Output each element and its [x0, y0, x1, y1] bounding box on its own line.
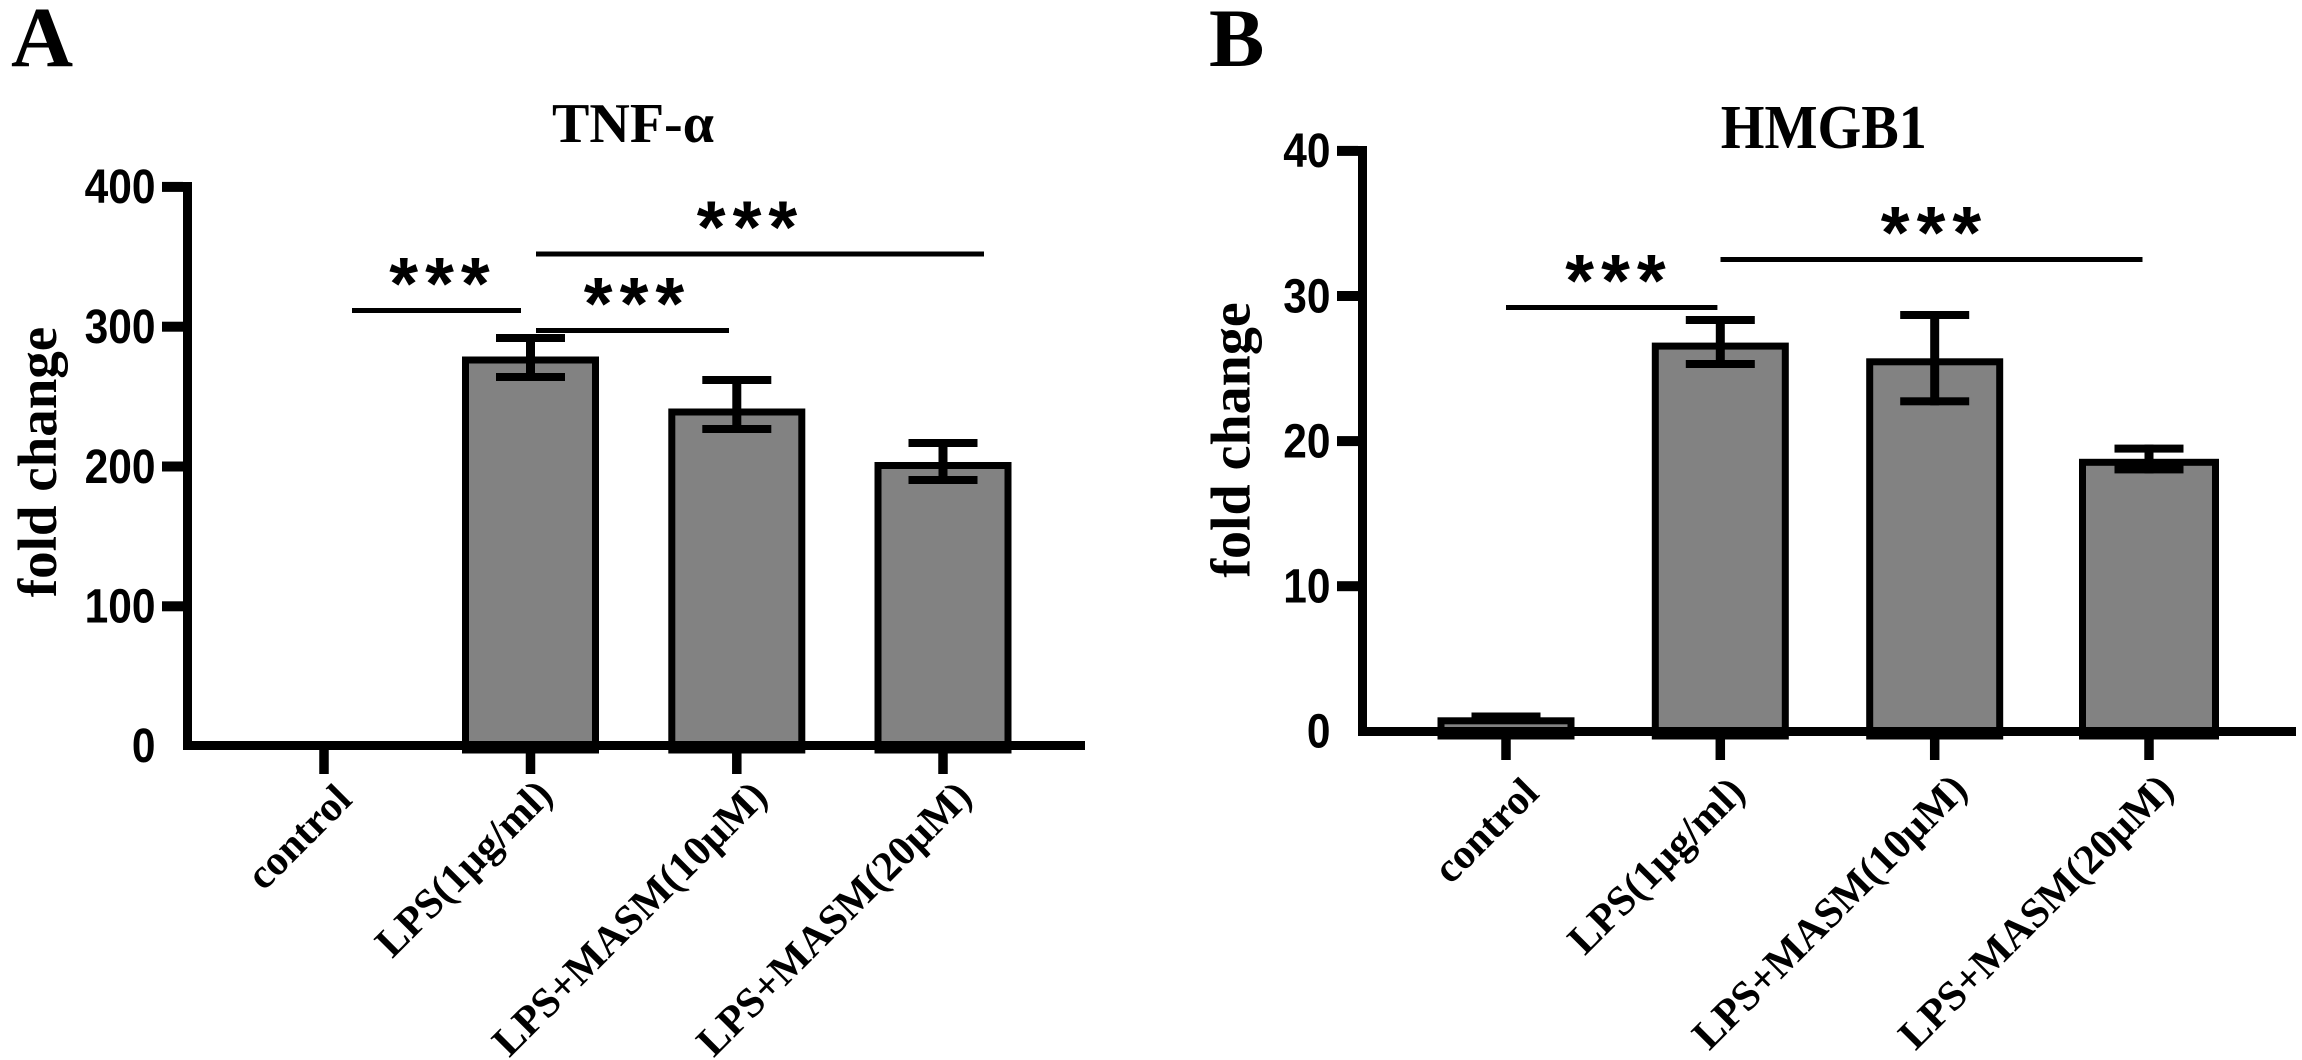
svg-text:30: 30 [1283, 270, 1330, 323]
svg-text:400: 400 [85, 161, 156, 214]
svg-text:100: 100 [85, 581, 156, 634]
svg-text:10: 10 [1283, 561, 1330, 614]
svg-text:20: 20 [1283, 415, 1330, 468]
svg-text:TNF-α: TNF-α [552, 93, 714, 155]
svg-text:0: 0 [1307, 706, 1331, 759]
svg-text:HMGB1: HMGB1 [1721, 94, 1927, 162]
svg-text:300: 300 [85, 301, 156, 354]
svg-text:fold change: fold change [7, 327, 68, 597]
svg-text:***: *** [697, 186, 804, 269]
svg-text:***: *** [389, 242, 496, 325]
svg-text:***: *** [1881, 191, 1988, 274]
svg-text:A: A [11, 0, 73, 86]
svg-text:0: 0 [132, 720, 156, 773]
svg-text:***: *** [1565, 239, 1672, 322]
svg-text:40: 40 [1283, 125, 1330, 178]
svg-text:200: 200 [85, 441, 156, 494]
svg-text:fold change: fold change [1201, 302, 1263, 577]
svg-text:B: B [1209, 0, 1264, 84]
svg-text:***: *** [584, 262, 691, 345]
